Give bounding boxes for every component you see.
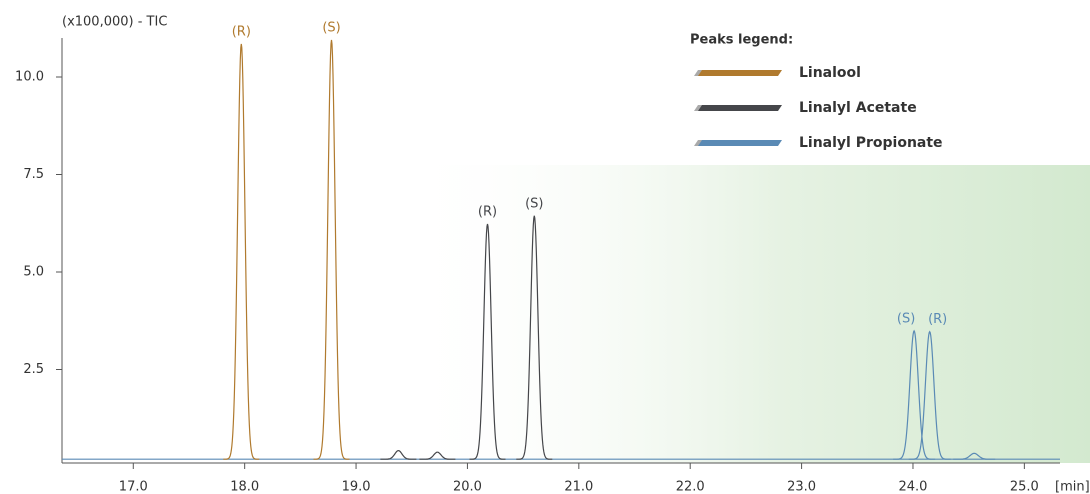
- peak: [516, 215, 553, 460]
- peak: [223, 43, 260, 460]
- y-tick-label: 10.0: [15, 70, 44, 85]
- x-tick-label: 24.0: [898, 480, 927, 494]
- peak-label: (S): [897, 311, 915, 326]
- legend-swatch: [698, 105, 782, 111]
- peak: [380, 449, 417, 460]
- peak: [908, 330, 951, 460]
- peak: [313, 39, 350, 460]
- peak-label: (S): [525, 196, 543, 211]
- legend-label: Linalyl Propionate: [799, 135, 943, 151]
- legend-title: Peaks legend:: [690, 33, 793, 48]
- legend-swatch: [698, 70, 782, 76]
- legend-label: Linalool: [799, 65, 861, 81]
- x-axis-label: [min]: [1055, 480, 1090, 494]
- x-tick-label: 18.0: [230, 480, 259, 494]
- x-tick-label: 22.0: [676, 480, 705, 494]
- x-tick-label: 20.0: [453, 480, 482, 494]
- peak: [893, 329, 936, 460]
- legend-label: Linalyl Acetate: [799, 100, 917, 116]
- peak-label: (R): [478, 205, 497, 220]
- peak: [419, 451, 456, 460]
- x-tick-label: 19.0: [342, 480, 371, 494]
- peak-label: (R): [232, 24, 251, 39]
- peak-label: (R): [928, 312, 947, 327]
- legend-swatch: [698, 140, 782, 146]
- peak-label: (S): [322, 20, 340, 35]
- y-tick-label: 2.5: [23, 362, 44, 377]
- peak: [953, 452, 996, 460]
- x-tick-label: 25.0: [1010, 480, 1039, 494]
- peak: [469, 223, 506, 460]
- x-tick-label: 17.0: [119, 480, 148, 494]
- y-tick-label: 5.0: [23, 265, 44, 280]
- x-tick-label: 21.0: [564, 480, 593, 494]
- y-axis-label: (x100,000) - TIC: [62, 15, 167, 30]
- x-tick-label: 23.0: [787, 480, 816, 494]
- y-tick-label: 7.5: [23, 167, 44, 182]
- background-shade: [400, 165, 1090, 463]
